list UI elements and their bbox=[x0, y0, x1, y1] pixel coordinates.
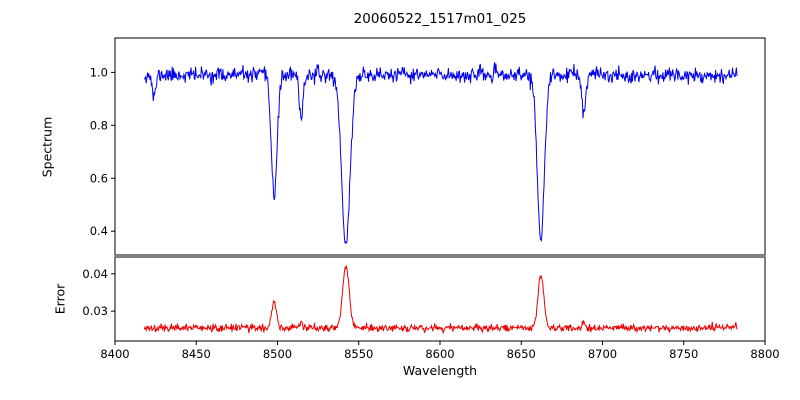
y-tick-label: 0.04 bbox=[82, 267, 108, 281]
x-tick-label: 8800 bbox=[750, 347, 779, 361]
x-tick-label: 8400 bbox=[100, 347, 129, 361]
x-tick-label: 8600 bbox=[425, 347, 454, 361]
y-tick-label: 0.4 bbox=[90, 224, 108, 238]
error-panel: 0.03 0.04 8400 8450 8500 8550 8600 8650 8700 8750… bbox=[82, 256, 780, 361]
x-tick-label: 8650 bbox=[507, 347, 536, 361]
y-tick-label: 0.6 bbox=[90, 171, 108, 185]
error-line bbox=[143, 264, 738, 334]
axes-spines bbox=[114, 37, 766, 256]
spectrum-line bbox=[143, 62, 738, 244]
x-axis-label: Wavelength bbox=[402, 363, 478, 378]
x-tick-label: 8500 bbox=[263, 347, 292, 361]
x-tick-label: 8750 bbox=[669, 347, 698, 361]
chart-title: 20060522_1517m01_025 bbox=[353, 11, 527, 27]
x-tick-label: 8450 bbox=[182, 347, 211, 361]
y-tick-label: 0.03 bbox=[82, 304, 108, 318]
y-tick-label: 1.0 bbox=[90, 65, 108, 79]
spectrum-panel: 0.4 0.6 0.8 1.0 bbox=[90, 37, 766, 256]
x-tick-label: 8550 bbox=[344, 347, 373, 361]
y-tick-label: 0.8 bbox=[90, 118, 108, 132]
x-tick-label: 8700 bbox=[588, 347, 617, 361]
